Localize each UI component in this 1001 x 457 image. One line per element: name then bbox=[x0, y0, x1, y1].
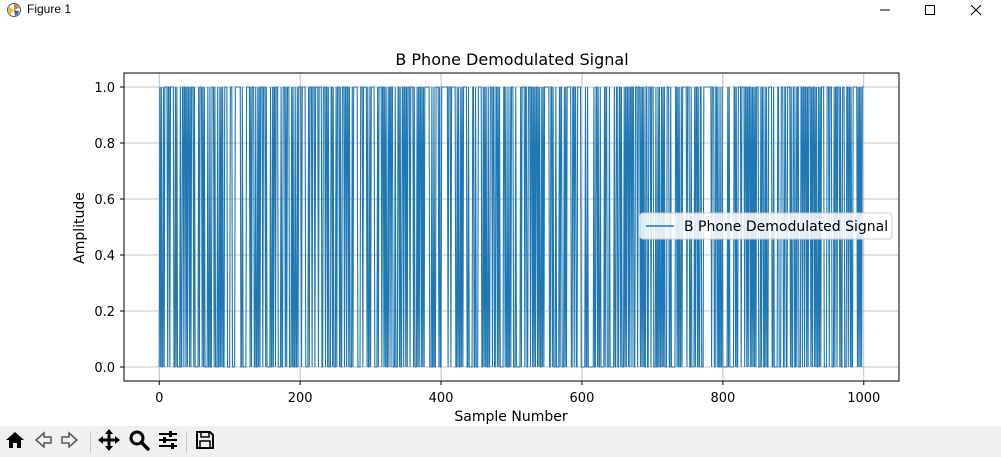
figure-canvas: B Phone Demodulated Signal 0 200 400 600 800… bbox=[0, 22, 1001, 426]
y-tick-label: 0.6 bbox=[94, 193, 115, 208]
window-title: Figure 1 bbox=[27, 2, 72, 16]
minimize-button[interactable] bbox=[862, 0, 908, 20]
close-icon bbox=[970, 1, 982, 20]
matplotlib-icon bbox=[6, 2, 22, 18]
x-tick-label: 400 bbox=[429, 391, 454, 406]
y-tick-label: 1.0 bbox=[94, 81, 115, 96]
forward-button[interactable] bbox=[57, 429, 83, 455]
x-tick-label: 1000 bbox=[847, 391, 880, 406]
forward-icon bbox=[59, 429, 81, 455]
legend-box bbox=[639, 212, 893, 240]
plot-frame bbox=[123, 72, 900, 382]
configure-subplots-icon bbox=[157, 429, 179, 455]
minimize-icon bbox=[879, 1, 891, 20]
series-group bbox=[158, 86, 864, 368]
zoom-icon bbox=[128, 429, 150, 455]
toolbar-separator bbox=[186, 431, 187, 453]
configure-subplots-button[interactable] bbox=[155, 429, 181, 455]
maximize-icon bbox=[924, 1, 936, 20]
close-button[interactable] bbox=[953, 0, 999, 20]
x-tick-label: 0 bbox=[155, 391, 163, 406]
x-tick-label: 200 bbox=[288, 391, 313, 406]
y-tick-label: 0.4 bbox=[94, 249, 115, 264]
y-tick-label: 0.0 bbox=[94, 361, 115, 376]
x-axis-ticks: 0 200 400 600 800 1000 bbox=[155, 381, 880, 406]
zoom-button[interactable] bbox=[126, 429, 152, 455]
legend: B Phone Demodulated Signal bbox=[639, 212, 893, 240]
home-icon bbox=[4, 429, 26, 455]
x-axis-label: Sample Number bbox=[454, 409, 567, 425]
pan-button[interactable] bbox=[96, 429, 122, 455]
toolbar-separator bbox=[90, 431, 91, 453]
x-tick-label: 600 bbox=[570, 391, 595, 406]
y-axis-ticks: 0.0 0.2 0.4 0.6 0.8 1.0 bbox=[94, 81, 124, 376]
back-icon bbox=[32, 429, 54, 455]
chart-title: B Phone Demodulated Signal bbox=[395, 50, 628, 69]
home-button[interactable] bbox=[2, 429, 28, 455]
pan-icon bbox=[97, 428, 121, 456]
maximize-button[interactable] bbox=[907, 0, 953, 20]
save-button[interactable] bbox=[192, 429, 218, 455]
line-chart: B Phone Demodulated Signal 0 200 400 600 800… bbox=[72, 50, 900, 425]
save-icon bbox=[194, 429, 216, 455]
window-titlebar: Figure 1 bbox=[0, 0, 1001, 22]
y-tick-label: 0.8 bbox=[94, 137, 115, 152]
signal-line bbox=[158, 86, 864, 368]
y-tick-label: 0.2 bbox=[94, 305, 115, 320]
x-tick-label: 800 bbox=[710, 391, 735, 406]
y-axis-label: Amplitude bbox=[72, 192, 88, 264]
navigation-toolbar bbox=[0, 426, 1001, 457]
legend-label: B Phone Demodulated Signal bbox=[684, 219, 888, 235]
back-button[interactable] bbox=[30, 429, 56, 455]
